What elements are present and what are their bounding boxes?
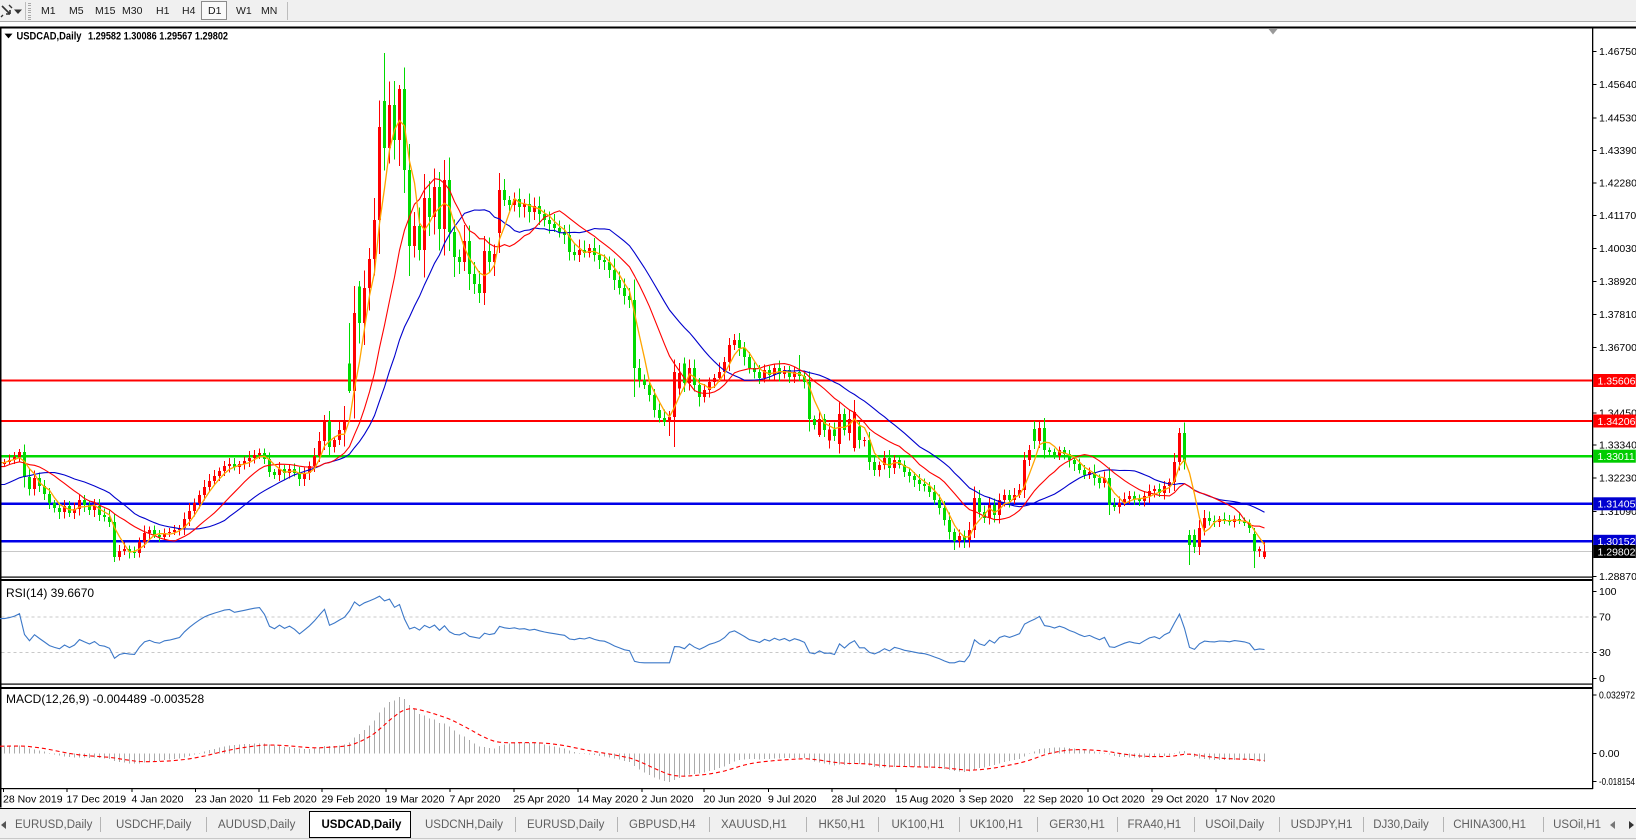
svg-text:14 May 2020: 14 May 2020 xyxy=(578,794,639,806)
svg-text:1.46750: 1.46750 xyxy=(1599,46,1636,58)
svg-text:1.43390: 1.43390 xyxy=(1599,145,1636,157)
svg-text:28 Jul 2020: 28 Jul 2020 xyxy=(832,794,886,806)
svg-text:1.33011: 1.33011 xyxy=(1598,451,1635,463)
svg-text:100: 100 xyxy=(1599,586,1617,598)
svg-text:1.33340: 1.33340 xyxy=(1599,440,1636,452)
svg-text:1.44530: 1.44530 xyxy=(1599,113,1636,125)
svg-text:0: 0 xyxy=(1599,673,1605,685)
svg-text:1.45640: 1.45640 xyxy=(1599,79,1636,91)
svg-text:28 Nov 2019: 28 Nov 2019 xyxy=(3,794,63,806)
svg-text:1.42280: 1.42280 xyxy=(1599,178,1636,190)
svg-text:0.00: 0.00 xyxy=(1599,748,1620,760)
svg-text:1.28870: 1.28870 xyxy=(1599,571,1636,583)
svg-text:23 Jan 2020: 23 Jan 2020 xyxy=(195,794,253,806)
svg-text:MACD(12,26,9) -0.004489 -0.003: MACD(12,26,9) -0.004489 -0.003528 xyxy=(6,692,204,706)
svg-text:29 Feb 2020: 29 Feb 2020 xyxy=(322,794,381,806)
svg-text:1.29582 1.30086 1.29567 1.2980: 1.29582 1.30086 1.29567 1.29802 xyxy=(88,31,228,43)
svg-text:70: 70 xyxy=(1599,612,1611,624)
svg-text:29 Oct 2020: 29 Oct 2020 xyxy=(1152,794,1209,806)
svg-text:25 Apr 2020: 25 Apr 2020 xyxy=(514,794,571,806)
svg-text:11 Feb 2020: 11 Feb 2020 xyxy=(259,794,317,806)
svg-text:30: 30 xyxy=(1599,647,1611,659)
svg-text:USDCAD,Daily: USDCAD,Daily xyxy=(17,31,83,43)
svg-text:1.29802: 1.29802 xyxy=(1598,546,1636,558)
svg-text:17 Dec 2019: 17 Dec 2019 xyxy=(67,794,127,806)
svg-text:1.41170: 1.41170 xyxy=(1599,210,1636,222)
svg-text:17 Nov 2020: 17 Nov 2020 xyxy=(1216,794,1276,806)
svg-text:1.32230: 1.32230 xyxy=(1599,473,1636,485)
svg-text:1.35606: 1.35606 xyxy=(1598,375,1636,387)
svg-text:RSI(14) 39.6670: RSI(14) 39.6670 xyxy=(6,586,94,600)
svg-text:-0.018154: -0.018154 xyxy=(1599,776,1635,788)
svg-text:20 Jun 2020: 20 Jun 2020 xyxy=(704,794,762,806)
svg-text:7 Apr 2020: 7 Apr 2020 xyxy=(450,794,501,806)
svg-text:1.31405: 1.31405 xyxy=(1598,499,1636,511)
svg-text:10 Oct 2020: 10 Oct 2020 xyxy=(1088,794,1145,806)
svg-text:22 Sep 2020: 22 Sep 2020 xyxy=(1024,794,1084,806)
svg-text:1.38920: 1.38920 xyxy=(1599,276,1636,288)
svg-text:19 Mar 2020: 19 Mar 2020 xyxy=(386,794,445,806)
svg-text:3 Sep 2020: 3 Sep 2020 xyxy=(960,794,1014,806)
svg-text:0.032972: 0.032972 xyxy=(1599,690,1635,702)
svg-text:1.34206: 1.34206 xyxy=(1598,416,1636,428)
svg-text:1.36700: 1.36700 xyxy=(1599,342,1636,354)
svg-text:1.40030: 1.40030 xyxy=(1599,243,1636,255)
svg-text:9 Jul 2020: 9 Jul 2020 xyxy=(768,794,817,806)
svg-text:1.37810: 1.37810 xyxy=(1599,309,1636,321)
svg-text:15 Aug 2020: 15 Aug 2020 xyxy=(896,794,955,806)
svg-text:4 Jan 2020: 4 Jan 2020 xyxy=(132,794,184,806)
svg-text:2 Jun 2020: 2 Jun 2020 xyxy=(642,794,694,806)
